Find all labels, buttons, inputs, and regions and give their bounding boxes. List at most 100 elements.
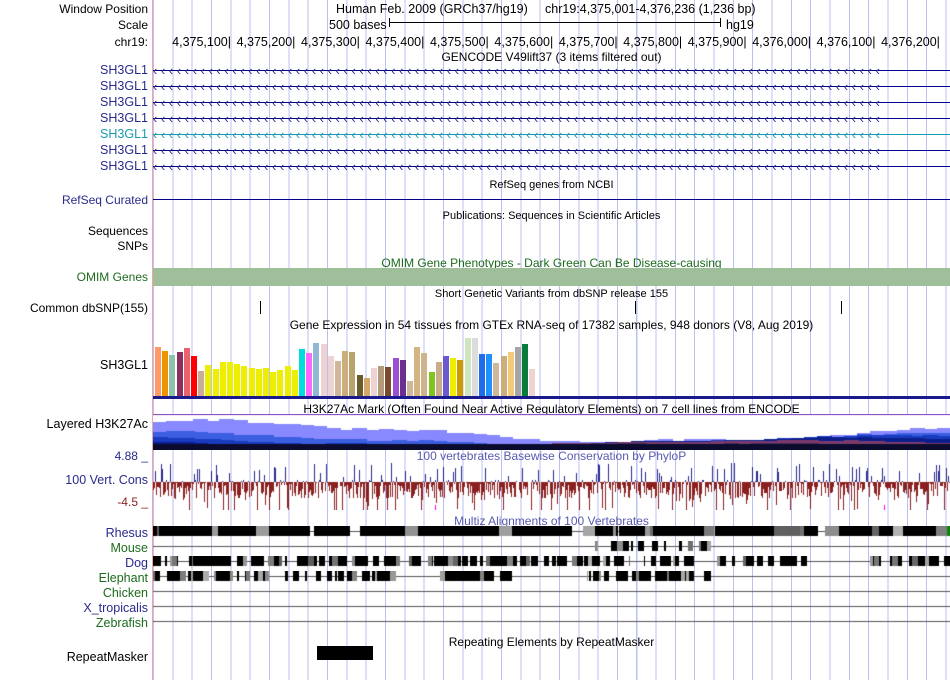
gtex-tissue-bar[interactable] bbox=[176, 351, 183, 396]
species-alignment-row[interactable] bbox=[153, 571, 950, 582]
gtex-tissue-bar[interactable] bbox=[205, 365, 212, 396]
species-label-dog[interactable]: Dog bbox=[125, 556, 148, 570]
species-label-x_tropicalis[interactable]: X_tropicalis bbox=[83, 601, 148, 615]
gtex-tissue-bar[interactable] bbox=[248, 367, 255, 396]
species-alignment-row[interactable] bbox=[153, 586, 950, 597]
gencode-transcript-row[interactable]: ‹ ‹ ‹ ‹ ‹ ‹ ‹ ‹ ‹ ‹ ‹ ‹ ‹ ‹ ‹ ‹ ‹ ‹ ‹ ‹ … bbox=[153, 161, 950, 172]
gtex-expression-barchart[interactable] bbox=[155, 335, 545, 396]
gtex-tissue-bar[interactable] bbox=[471, 337, 478, 396]
gencode-transcript-row[interactable]: ‹ ‹ ‹ ‹ ‹ ‹ ‹ ‹ ‹ ‹ ‹ ‹ ‹ ‹ ‹ ‹ ‹ ‹ ‹ ‹ … bbox=[153, 145, 950, 156]
gtex-tissue-bar[interactable] bbox=[198, 370, 205, 396]
gtex-tissue-bar[interactable] bbox=[385, 366, 392, 396]
species-label-chicken[interactable]: Chicken bbox=[102, 586, 148, 600]
gtex-tissue-bar[interactable] bbox=[450, 358, 457, 396]
gtex-tissue-bar[interactable] bbox=[219, 362, 226, 396]
gtex-tissue-bar[interactable] bbox=[522, 344, 529, 396]
refseq-label[interactable]: RefSeq Curated bbox=[61, 193, 148, 207]
gtex-tissue-bar[interactable] bbox=[428, 371, 435, 396]
dbsnp-variant-tick[interactable] bbox=[841, 301, 842, 314]
gtex-tissue-bar[interactable] bbox=[335, 361, 342, 396]
gtex-tissue-bar[interactable] bbox=[363, 378, 370, 396]
gtex-tissue-bar[interactable] bbox=[349, 351, 356, 396]
species-label-zebrafish[interactable]: Zebrafish bbox=[95, 616, 148, 630]
dbsnp-label[interactable]: Common dbSNP(155) bbox=[29, 301, 148, 315]
gtex-tissue-bar[interactable] bbox=[493, 363, 500, 396]
gencode-gene-label[interactable]: SH3GL1 bbox=[100, 95, 148, 109]
species-alignment-row[interactable] bbox=[153, 556, 950, 567]
gencode-gene-label[interactable]: SH3GL1 bbox=[100, 143, 148, 157]
gtex-tissue-bar[interactable] bbox=[306, 352, 313, 396]
gencode-gene-label[interactable]: SH3GL1 bbox=[100, 159, 148, 173]
gencode-transcript-row[interactable]: ‹ ‹ ‹ ‹ ‹ ‹ ‹ ‹ ‹ ‹ ‹ ‹ ‹ ‹ ‹ ‹ ‹ ‹ ‹ ‹ … bbox=[153, 97, 950, 108]
gtex-tissue-bar[interactable] bbox=[414, 347, 421, 396]
gtex-tissue-bar[interactable] bbox=[515, 347, 522, 396]
gtex-tissue-bar[interactable] bbox=[241, 365, 248, 396]
gencode-gene-label[interactable]: SH3GL1 bbox=[100, 79, 148, 93]
gtex-tissue-bar[interactable] bbox=[443, 355, 450, 396]
species-alignment-row[interactable] bbox=[153, 541, 950, 552]
conservation-label[interactable]: 100 Vert. Cons bbox=[65, 473, 148, 487]
gtex-tissue-bar[interactable] bbox=[162, 350, 169, 396]
gencode-transcript-row[interactable]: ‹ ‹ ‹ ‹ ‹ ‹ ‹ ‹ ‹ ‹ ‹ ‹ ‹ ‹ ‹ ‹ ‹ ‹ ‹ ‹ … bbox=[153, 65, 950, 76]
gtex-tissue-bar[interactable] bbox=[320, 344, 327, 396]
species-label-elephant[interactable]: Elephant bbox=[98, 571, 148, 585]
h3k27ac-signal-chart[interactable] bbox=[153, 414, 950, 450]
gencode-gene-label[interactable]: SH3GL1 bbox=[100, 111, 148, 125]
gtex-tissue-bar[interactable] bbox=[327, 355, 334, 396]
species-label-mouse[interactable]: Mouse bbox=[110, 541, 148, 555]
h3k27ac-label[interactable]: Layered H3K27Ac bbox=[46, 417, 148, 431]
repeat-element-box[interactable] bbox=[317, 646, 373, 660]
gencode-transcript-row[interactable]: ‹ ‹ ‹ ‹ ‹ ‹ ‹ ‹ ‹ ‹ ‹ ‹ ‹ ‹ ‹ ‹ ‹ ‹ ‹ ‹ … bbox=[153, 81, 950, 92]
gtex-tissue-bar[interactable] bbox=[507, 351, 514, 396]
gtex-tissue-bar[interactable] bbox=[378, 365, 385, 396]
gtex-tissue-bar[interactable] bbox=[435, 362, 442, 396]
gtex-tissue-bar[interactable] bbox=[457, 360, 464, 396]
gtex-tissue-bar[interactable] bbox=[277, 369, 284, 396]
gtex-tissue-bar[interactable] bbox=[464, 337, 471, 396]
gtex-tissue-bar[interactable] bbox=[212, 368, 219, 396]
gtex-tissue-bar[interactable] bbox=[529, 368, 536, 396]
window-position-label: Window Position bbox=[59, 2, 148, 16]
gtex-tissue-bar[interactable] bbox=[263, 367, 270, 396]
gtex-tissue-bar[interactable] bbox=[299, 349, 306, 396]
gtex-tissue-bar[interactable] bbox=[169, 354, 176, 396]
gencode-transcript-row[interactable]: ‹ ‹ ‹ ‹ ‹ ‹ ‹ ‹ ‹ ‹ ‹ ‹ ‹ ‹ ‹ ‹ ‹ ‹ ‹ ‹ … bbox=[153, 129, 950, 140]
species-alignment-row[interactable] bbox=[153, 601, 950, 612]
gtex-tissue-bar[interactable] bbox=[371, 367, 378, 396]
species-label-rhesus[interactable]: Rhesus bbox=[105, 526, 148, 540]
gtex-tissue-bar[interactable] bbox=[270, 371, 277, 396]
gtex-tissue-bar[interactable] bbox=[486, 353, 493, 396]
gtex-tissue-bar[interactable] bbox=[191, 355, 198, 396]
gtex-tissue-bar[interactable] bbox=[234, 364, 241, 396]
gtex-tissue-bar[interactable] bbox=[284, 365, 291, 396]
gencode-gene-label[interactable]: SH3GL1 bbox=[100, 127, 148, 141]
gtex-tissue-bar[interactable] bbox=[500, 355, 507, 396]
gtex-tissue-bar[interactable] bbox=[399, 360, 406, 396]
gtex-tissue-bar[interactable] bbox=[479, 353, 486, 396]
gtex-tissue-bar[interactable] bbox=[421, 352, 428, 396]
phylop-conservation-chart[interactable] bbox=[153, 462, 950, 510]
dbsnp-variant-tick[interactable] bbox=[635, 301, 636, 314]
gtex-tissue-bar[interactable] bbox=[407, 381, 414, 396]
gtex-tissue-bar[interactable] bbox=[356, 375, 363, 396]
gtex-tissue-bar[interactable] bbox=[313, 342, 320, 396]
repeatmasker-label[interactable]: RepeatMasker bbox=[66, 650, 148, 664]
omim-label[interactable]: OMIM Genes bbox=[76, 270, 148, 284]
species-alignment-row[interactable] bbox=[153, 526, 950, 537]
gtex-tissue-bar[interactable] bbox=[342, 350, 349, 396]
gtex-tissue-bar[interactable] bbox=[255, 368, 262, 396]
gencode-gene-label[interactable]: SH3GL1 bbox=[100, 63, 148, 77]
gtex-tissue-bar[interactable] bbox=[392, 357, 399, 396]
gtex-tissue-bar[interactable] bbox=[227, 362, 234, 396]
gtex-tissue-bar[interactable] bbox=[183, 348, 190, 396]
gtex-gene-label[interactable]: SH3GL1 bbox=[100, 358, 148, 372]
species-alignment-row[interactable] bbox=[153, 616, 950, 627]
gtex-tissue-bar[interactable] bbox=[291, 369, 298, 396]
omim-gene-bar[interactable] bbox=[153, 268, 950, 286]
snps-label[interactable]: SNPs bbox=[117, 239, 148, 253]
publications-label[interactable]: Sequences bbox=[87, 224, 148, 238]
gtex-tissue-bar[interactable] bbox=[155, 347, 162, 396]
dbsnp-variant-tick[interactable] bbox=[260, 301, 261, 314]
gencode-transcript-row[interactable]: ‹ ‹ ‹ ‹ ‹ ‹ ‹ ‹ ‹ ‹ ‹ ‹ ‹ ‹ ‹ ‹ ‹ ‹ ‹ ‹ … bbox=[153, 113, 950, 124]
